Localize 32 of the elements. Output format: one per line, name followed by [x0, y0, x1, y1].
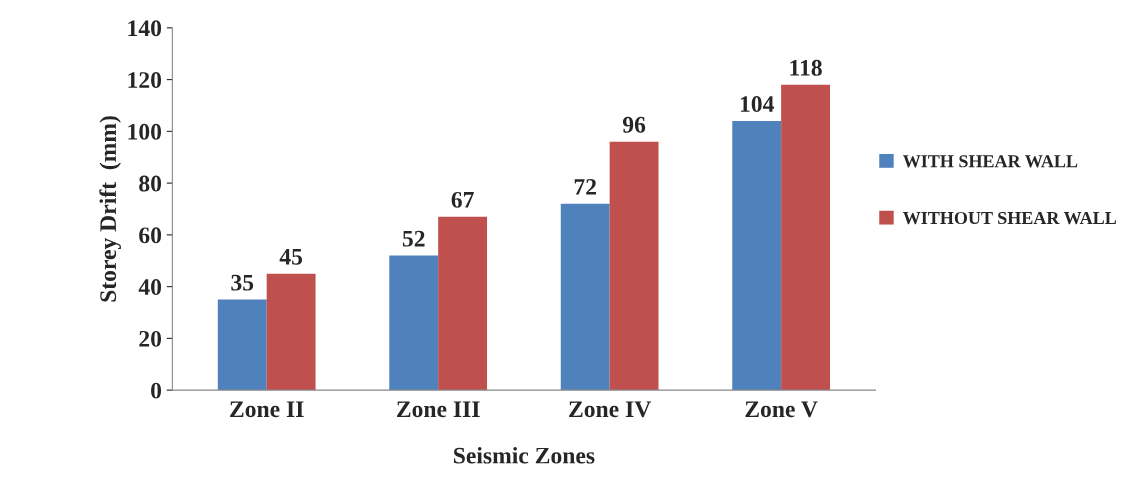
- data-label: 72: [574, 178, 596, 195]
- data-label: 45: [279, 248, 303, 265]
- bar: [438, 216, 488, 391]
- data-label: 96: [622, 116, 646, 133]
- bar: [217, 299, 267, 391]
- x-tick-label: Zone V: [745, 401, 818, 418]
- y-tick-label: 60: [139, 227, 162, 244]
- data-label: 52: [402, 230, 425, 247]
- bar: [560, 203, 610, 391]
- data-label: 35: [231, 274, 254, 291]
- legend-label: WITHOUT SHEAR WALL: [902, 211, 1117, 225]
- bar: [266, 273, 316, 391]
- x-tick-label: Zone II: [230, 401, 304, 418]
- y-tick-label: 0: [151, 382, 162, 399]
- y-tick-label: 40: [138, 279, 162, 296]
- legend-label: WITH SHEAR WALL: [902, 155, 1078, 168]
- data-label: 118: [790, 59, 822, 76]
- data-label: 104: [740, 96, 774, 113]
- bar: [609, 141, 659, 391]
- y-tick-label: 100: [128, 123, 162, 140]
- bar: [389, 255, 439, 391]
- x-tick-label: Zone IV: [569, 401, 652, 418]
- y-axis-title: Storey Drift (mm): [99, 116, 121, 302]
- y-tick-label: 140: [128, 20, 162, 37]
- x-axis-title: Seismic Zones: [454, 446, 595, 464]
- y-tick-label: 120: [128, 72, 162, 89]
- y-tick-label: 80: [139, 175, 162, 192]
- x-tick-label: Zone III: [396, 401, 480, 418]
- data-label: 67: [451, 191, 474, 208]
- y-tick-label: 20: [139, 330, 162, 347]
- bar: [781, 84, 831, 391]
- bar: [732, 121, 782, 391]
